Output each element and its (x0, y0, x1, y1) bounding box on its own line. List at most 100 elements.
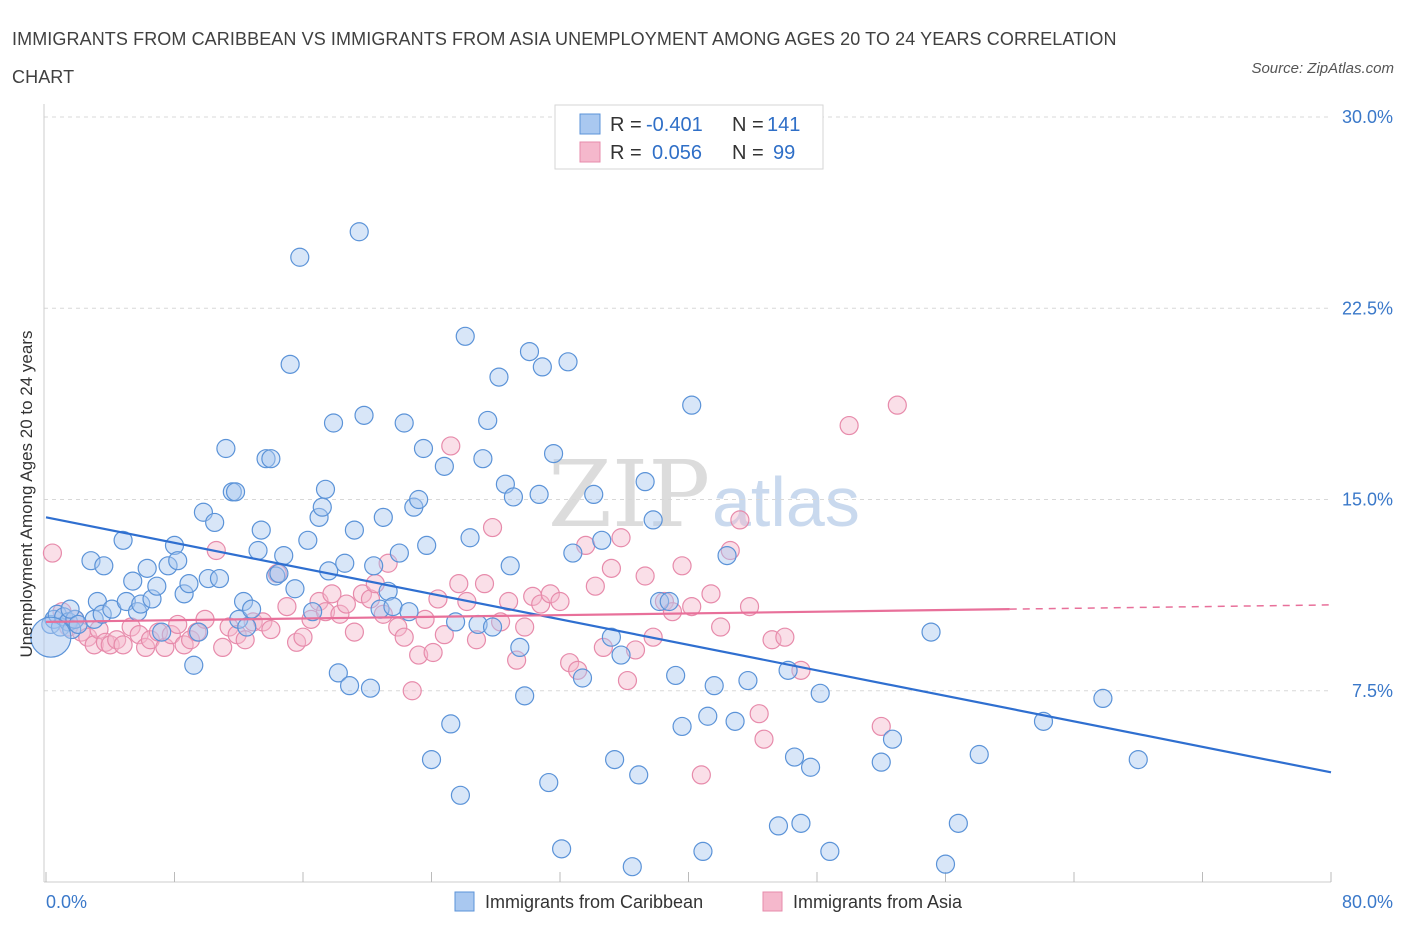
caribbean-point (482, 617, 503, 637)
caribbean-point (123, 571, 143, 591)
caribbean-point (584, 484, 604, 504)
asia-point (113, 635, 133, 655)
asia-point (585, 576, 605, 596)
asia-point (515, 617, 535, 637)
y-tick-label: 7.5% (1352, 681, 1393, 701)
asia-point (887, 395, 907, 415)
asia-point (560, 653, 580, 673)
asia-point (286, 632, 307, 652)
asia-point (261, 619, 281, 640)
caribbean-point (552, 839, 572, 859)
caribbean-point (373, 507, 393, 527)
caribbean-point (717, 545, 737, 566)
watermark-atlas: atlas (712, 463, 860, 541)
caribbean-point (698, 706, 718, 726)
asia-point (871, 716, 891, 737)
asia-point (611, 528, 631, 548)
bottom-legend-label-caribbean: Immigrants from Caribbean (485, 892, 703, 912)
caribbean-point (649, 591, 670, 612)
caribbean-point (455, 326, 475, 346)
asia-point (550, 591, 570, 612)
caribbean-point (256, 449, 276, 469)
caribbean-point (216, 438, 236, 459)
caribbean-point (601, 627, 622, 647)
caribbean-point (137, 558, 157, 578)
legend-swatch-caribbean (579, 113, 601, 135)
caribbean-point (417, 535, 437, 556)
caribbean-point (174, 584, 194, 604)
caribbean-point (168, 551, 188, 571)
caribbean-point (519, 342, 540, 362)
legend-swatch-asia (579, 141, 601, 163)
caribbean-point (704, 676, 724, 696)
asia-point (107, 630, 127, 650)
asia-point (499, 591, 519, 612)
caribbean-point (251, 520, 271, 540)
asia-point (754, 729, 774, 749)
caribbean-trend-line (45, 516, 1332, 774)
asia-point (434, 625, 454, 645)
caribbean-point (592, 530, 612, 550)
caribbean-point (312, 497, 332, 517)
caribbean-point (948, 813, 968, 833)
caribbean-point (611, 645, 631, 665)
caribbean-point (319, 561, 339, 581)
caribbean-point (969, 744, 989, 765)
caribbean-point (450, 785, 471, 805)
caribbean-point (280, 354, 300, 374)
caribbean-point (421, 749, 442, 770)
caribbean-point (198, 568, 218, 589)
caribbean-point (131, 594, 151, 614)
bottom-legend-swatch-asia (762, 891, 783, 912)
y-tick-label: 22.5% (1342, 298, 1393, 318)
asia-point (180, 630, 201, 650)
caribbean-point (643, 510, 663, 530)
asia-point (507, 650, 527, 670)
asia-point (373, 604, 393, 624)
caribbean-point (344, 520, 364, 540)
caribbean-point (209, 568, 230, 589)
caribbean-point (274, 545, 294, 566)
caribbean-point (242, 599, 262, 619)
caribbean-point (92, 604, 112, 624)
caribbean-point (290, 247, 310, 267)
asia-point (293, 627, 313, 647)
caribbean-point (629, 765, 649, 785)
legend-r-value-asia: 0.056 (652, 142, 702, 164)
asia-point (428, 589, 448, 609)
asia-point (344, 622, 364, 642)
caribbean-point (65, 609, 85, 629)
legend-r-label-asia: R = (610, 142, 642, 164)
asia-point (482, 517, 503, 538)
caribbean-point (558, 352, 578, 372)
asia-point (682, 596, 702, 617)
axes (43, 104, 1331, 883)
caribbean-point (572, 668, 593, 688)
correlation-legend: R = -0.401 N = 141 R = 0.056 N = 99 (554, 104, 824, 170)
caribbean-point (725, 711, 745, 731)
asia-point (449, 574, 469, 594)
asia-point (168, 614, 188, 635)
caribbean-point (635, 472, 655, 492)
caribbean-point (188, 622, 209, 642)
asia-point (617, 670, 638, 691)
caribbean-point (738, 670, 758, 691)
caribbean-point (871, 752, 891, 772)
caribbean-point (434, 456, 454, 476)
source-label: Source: ZipAtlas.com (1251, 60, 1394, 77)
caribbean-point (354, 405, 374, 425)
caribbean-point (500, 556, 520, 576)
caribbean-point (810, 683, 830, 703)
asia-point (711, 617, 731, 637)
asia-point (213, 637, 233, 658)
legend-r-label-caribbean: R = (610, 114, 642, 136)
caribbean-point (349, 222, 369, 242)
asia-point (409, 645, 429, 665)
caribbean-point (515, 686, 535, 706)
asia-point (415, 609, 435, 629)
caribbean-point (563, 543, 583, 563)
asia-point (691, 765, 711, 785)
caribbean-point (622, 857, 642, 877)
caribbean-point (489, 367, 509, 387)
caribbean-point (237, 617, 257, 637)
